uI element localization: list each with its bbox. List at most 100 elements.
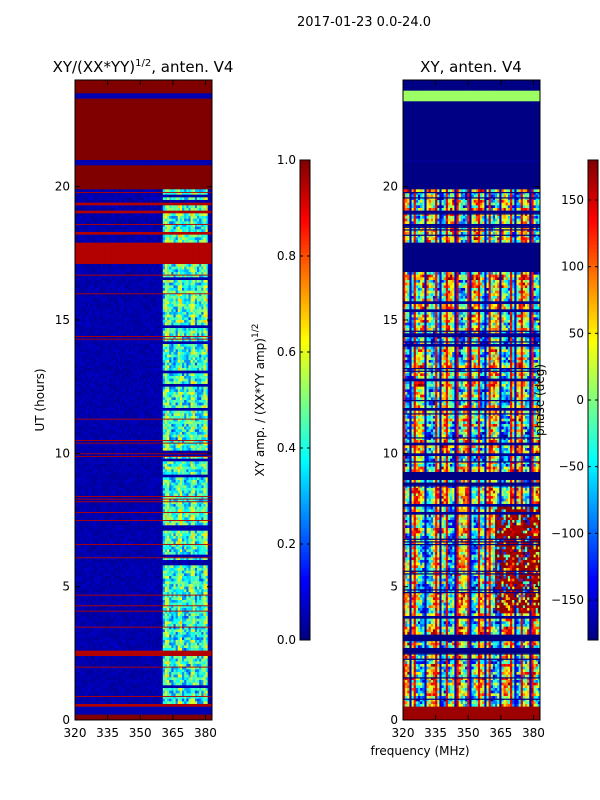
amp-cell (111, 261, 114, 265)
amp-cell (143, 152, 147, 156)
amp-cell (83, 141, 87, 145)
amp-cell (102, 250, 106, 254)
amp-cell (100, 234, 104, 238)
amp-cell (109, 210, 112, 214)
amp-cell (143, 208, 147, 212)
amp-cell (205, 192, 209, 196)
amp-cell (145, 98, 149, 102)
amp-cell (190, 229, 194, 233)
amp-cell (89, 138, 93, 142)
amp-cell (104, 138, 108, 142)
amp-cell (145, 181, 149, 185)
amp-cell (149, 256, 153, 260)
amp-cell (109, 234, 112, 238)
amp-cell (107, 269, 110, 273)
amp-cell (175, 136, 179, 140)
amp-cell (203, 218, 206, 222)
amp-cell (107, 226, 110, 230)
amp-cell (186, 157, 189, 161)
amp-cell (169, 104, 172, 108)
amp-cell (156, 178, 159, 182)
amp-cell (79, 256, 82, 260)
amp-cell (152, 157, 155, 161)
amp-cell (171, 112, 174, 116)
amp-cell (205, 125, 209, 129)
amp-cell (182, 218, 185, 222)
amp-cell (137, 80, 140, 84)
amp-cell (83, 210, 87, 214)
amp-cell (167, 181, 170, 185)
amp-cell (132, 181, 136, 185)
amp-cell (117, 256, 121, 260)
amp-cell (98, 114, 102, 118)
amp-cell (167, 112, 170, 116)
amp-cell (209, 226, 212, 230)
amp-cell (137, 210, 140, 214)
amp-cell (117, 160, 121, 164)
amp-cell (139, 210, 142, 214)
amp-cell (152, 186, 155, 190)
amp-cell (162, 149, 166, 153)
amp-cell (98, 258, 102, 262)
amp-cell (130, 154, 134, 158)
amp-cell (141, 178, 144, 182)
amp-cell (199, 200, 202, 204)
amp-cell (209, 205, 212, 209)
amp-cell (205, 234, 209, 238)
amp-cell (143, 261, 147, 265)
amp-cell (143, 181, 147, 185)
amp-cell (130, 178, 134, 182)
amp-cell (171, 117, 174, 121)
amp-cell (75, 138, 78, 142)
amp-cell (199, 82, 202, 86)
amp-cell (85, 128, 89, 132)
amp-cell (113, 80, 117, 84)
amp-cell (154, 248, 157, 252)
amp-cell (173, 120, 177, 124)
amp-cell (184, 109, 187, 113)
amp-cell (96, 93, 99, 97)
amp-cell (152, 141, 155, 145)
amp-cell (147, 122, 151, 126)
amp-cell (102, 154, 106, 158)
amp-cell (164, 80, 168, 84)
amp-cell (85, 82, 89, 86)
amp-cell (124, 232, 127, 236)
amp-cell (190, 88, 194, 92)
amp-cell (81, 114, 84, 118)
amp-cell (182, 248, 185, 252)
amp-cell (184, 138, 187, 142)
amp-cell (92, 157, 95, 161)
amp-cell (81, 157, 84, 161)
amp-cell (182, 221, 185, 225)
amp-cell (156, 136, 159, 140)
amp-cell (81, 274, 84, 278)
amp-cell (115, 184, 119, 188)
amp-cell (192, 258, 196, 262)
amp-cell (124, 221, 127, 225)
amp-cell (197, 205, 200, 209)
amp-cell (205, 136, 209, 140)
amp-cell (177, 125, 181, 129)
amp-cell (171, 170, 174, 174)
amp-cell (143, 272, 147, 276)
amp-cell (197, 136, 200, 140)
amp-cell (94, 197, 97, 201)
amp-cell (162, 218, 166, 222)
amp-cell (154, 154, 157, 158)
amp-cell (89, 93, 93, 97)
amp-cell (205, 170, 209, 174)
amp-cell (128, 173, 132, 177)
amp-cell (130, 146, 134, 150)
amp-cell (169, 248, 172, 252)
amp-cell (104, 98, 108, 102)
amp-cell (92, 82, 95, 86)
amp-cell (179, 269, 183, 273)
amp-cell (128, 218, 132, 222)
amp-cell (89, 205, 93, 209)
amp-cell (96, 186, 99, 190)
amp-cell (156, 232, 159, 236)
amp-cell (77, 237, 80, 241)
amp-cell (205, 130, 209, 134)
amp-cell (201, 277, 204, 281)
